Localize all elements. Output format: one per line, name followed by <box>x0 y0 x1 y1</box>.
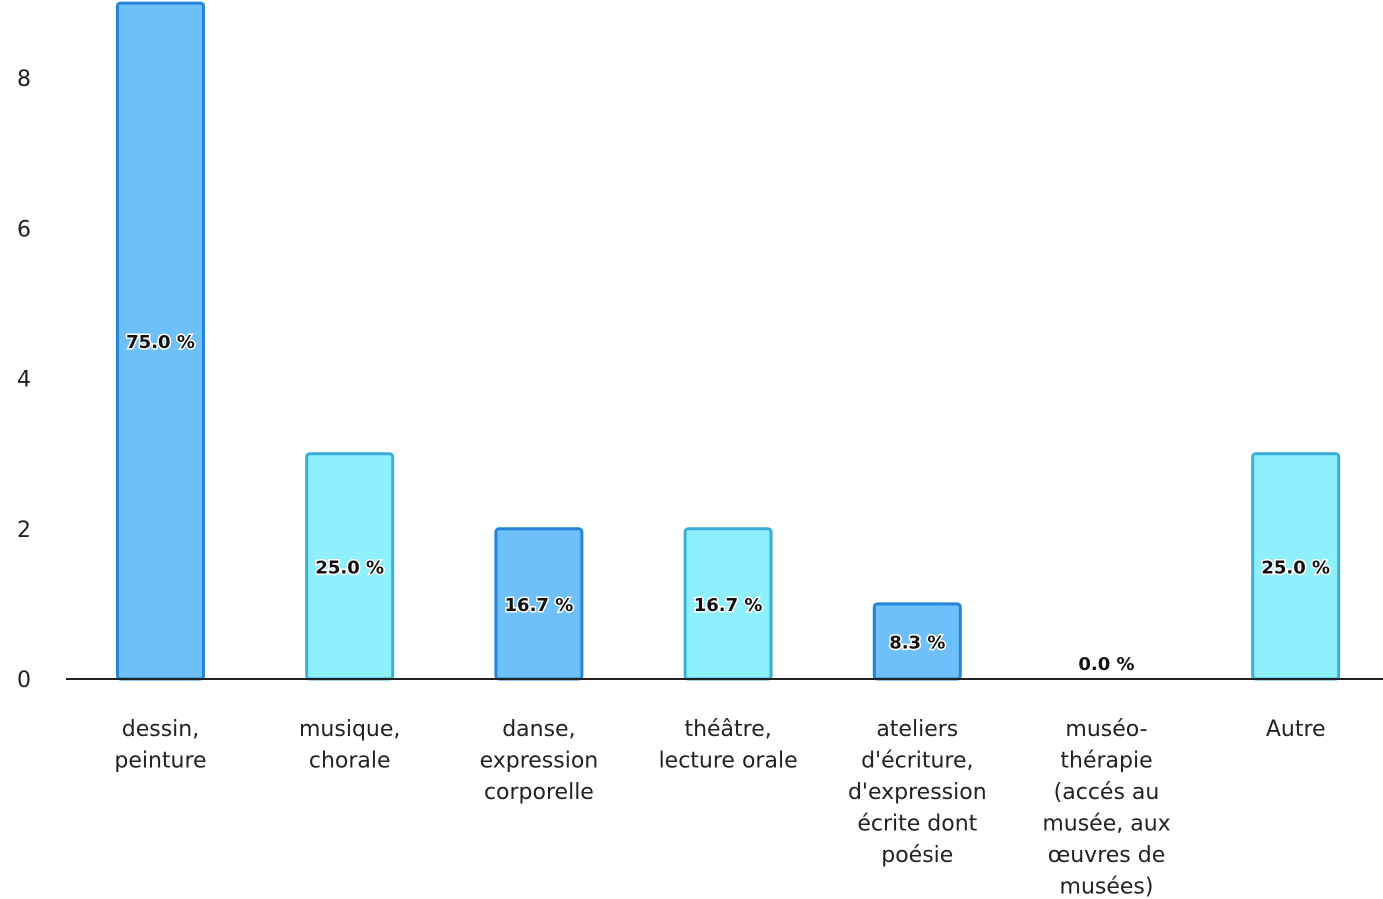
data-label: 25.0 % <box>1261 557 1330 578</box>
data-label: 16.7 % <box>694 595 763 616</box>
x-category-label: danse, expression corporelle <box>480 717 599 805</box>
x-category-label: dessin, peinture <box>114 717 206 774</box>
y-tick-label: 8 <box>17 67 31 92</box>
data-label: 16.7 % <box>505 595 574 616</box>
x-category-label: musique, chorale <box>299 717 400 774</box>
x-category-label: ateliers d'écriture, d'expression écrite do… <box>848 717 987 868</box>
x-category-label: Autre <box>1266 717 1326 742</box>
y-tick-label: 6 <box>17 217 31 242</box>
x-category-label: théâtre, lecture orale <box>659 717 798 774</box>
data-label: 75.0 % <box>126 332 195 353</box>
y-tick-label: 2 <box>17 518 31 543</box>
x-category-label: muséo-thérapie (accés au musée, aux œuvres … <box>1042 717 1170 899</box>
data-label: 25.0 % <box>315 557 384 578</box>
y-tick-label: 0 <box>17 668 31 693</box>
data-label: 8.3 % <box>889 632 945 653</box>
y-tick-label: 4 <box>17 368 31 393</box>
data-label: 0.0 % <box>1078 654 1134 675</box>
